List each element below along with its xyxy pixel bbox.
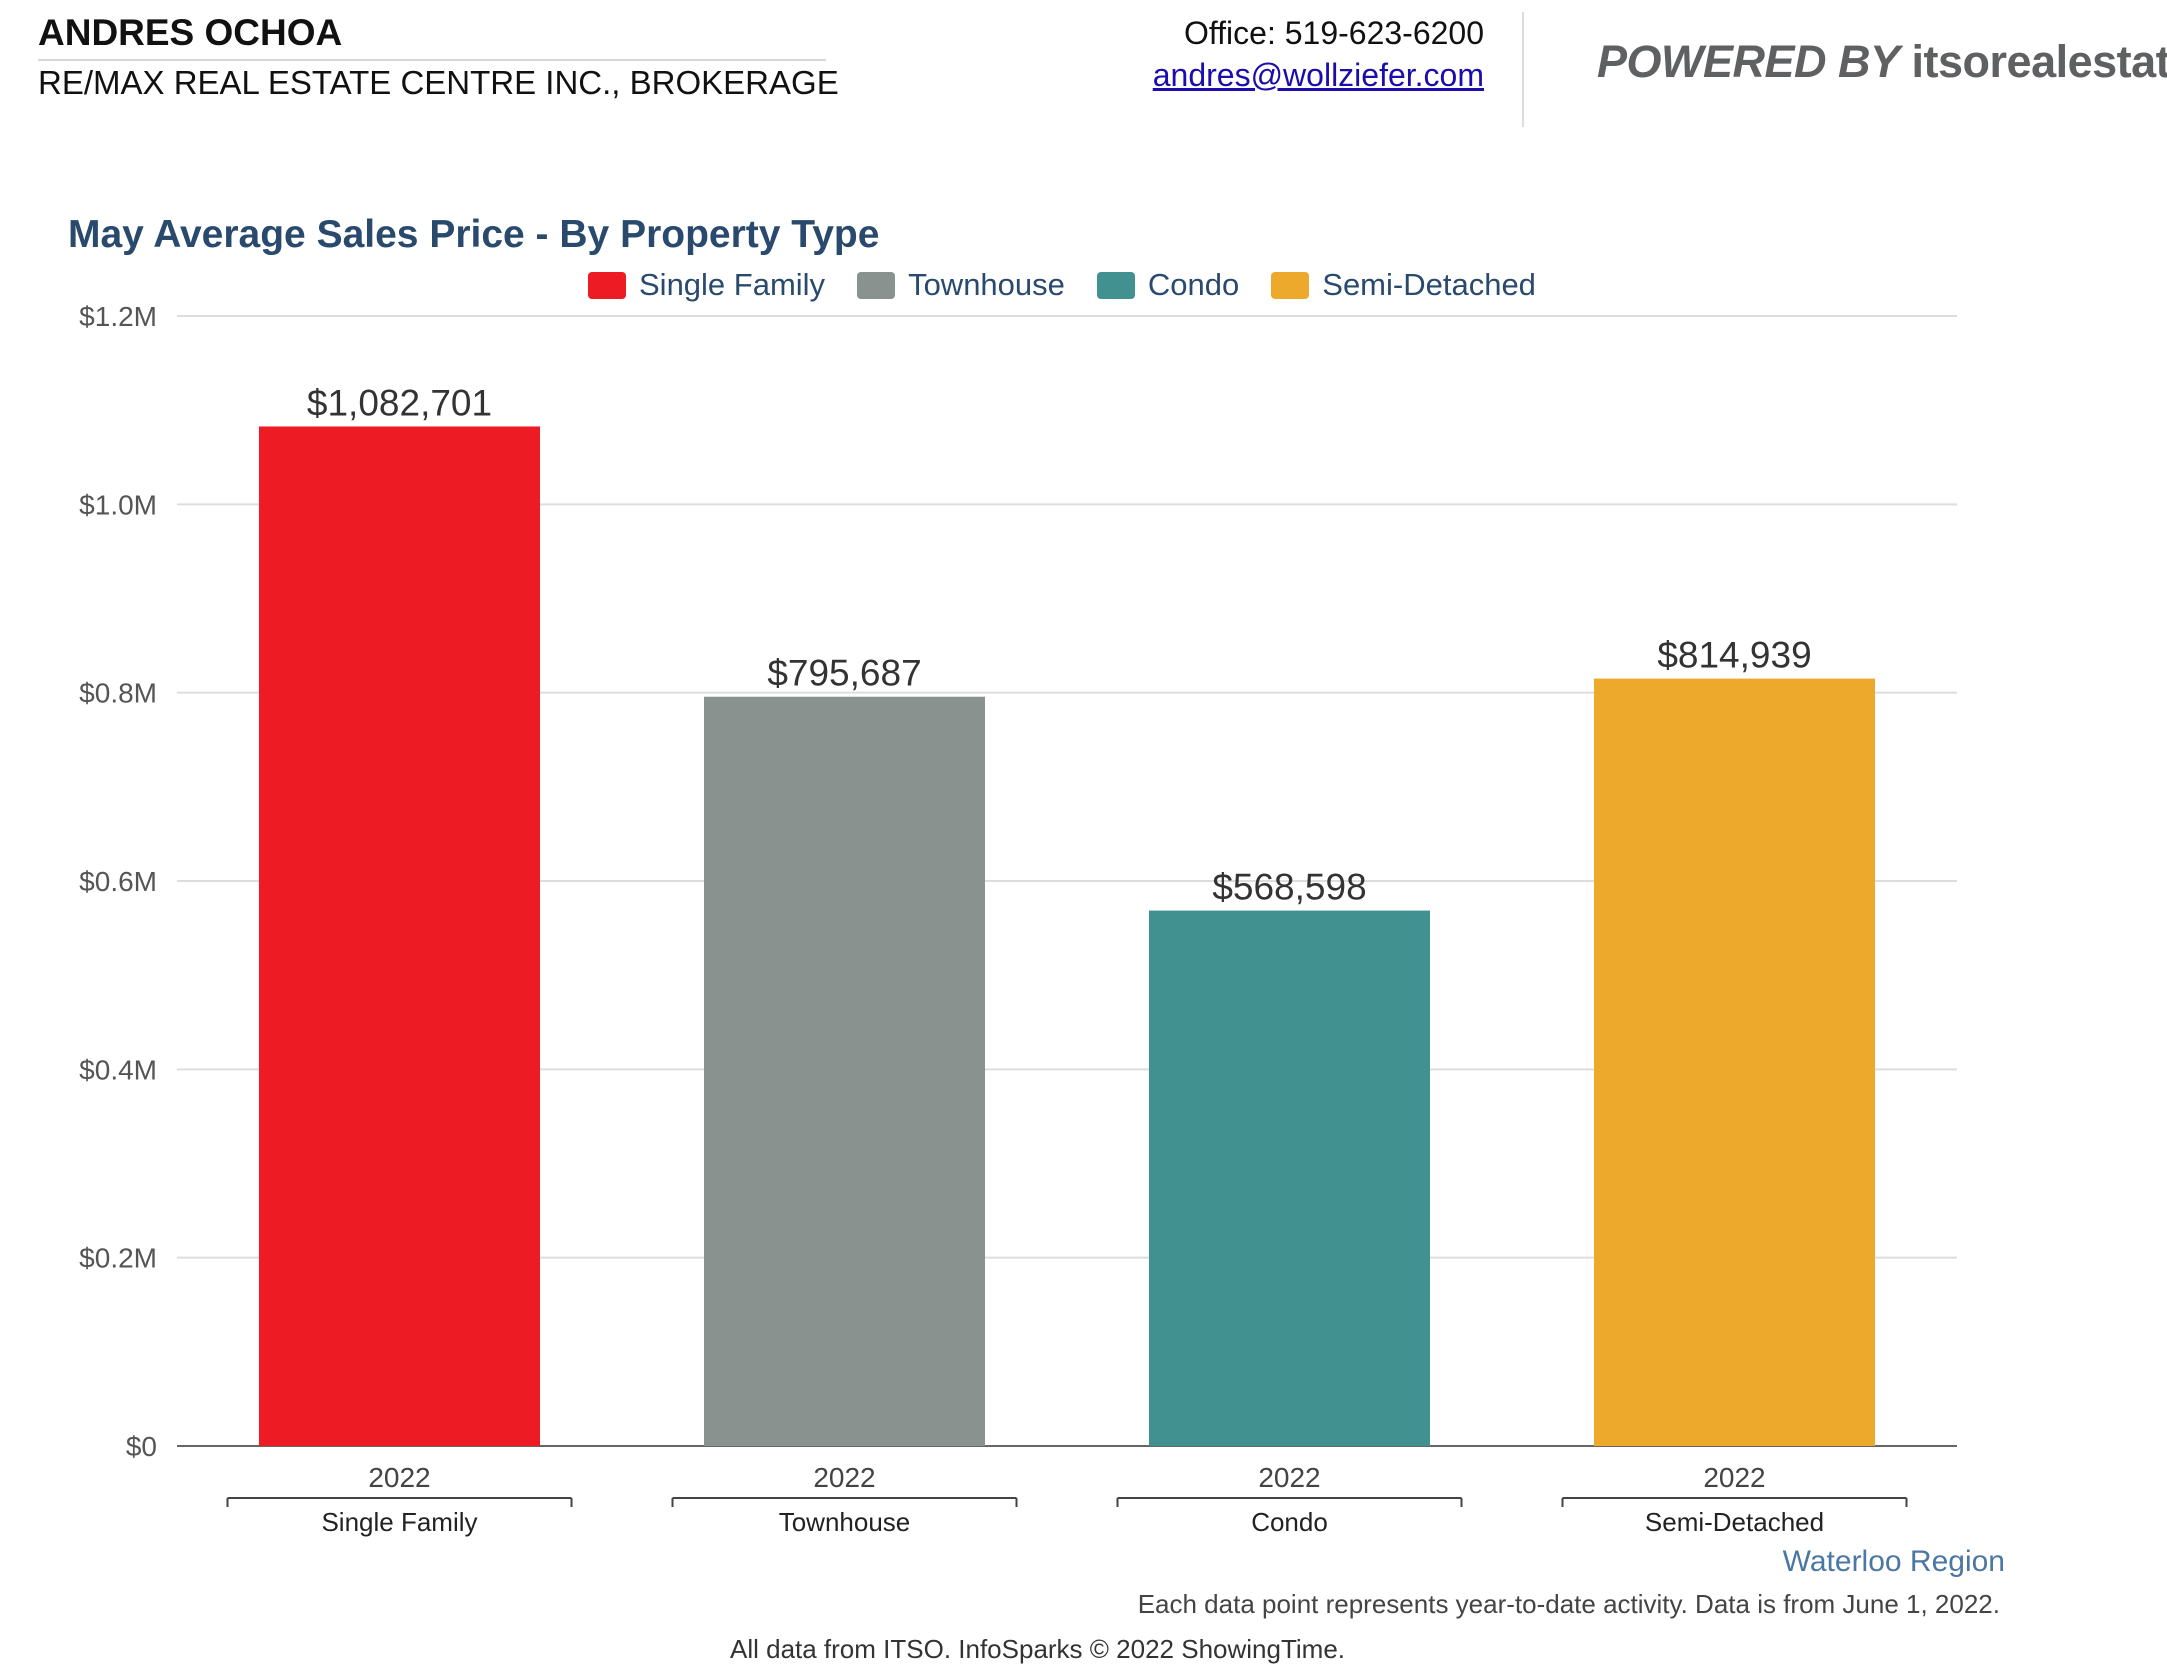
- bar: [259, 426, 540, 1447]
- legend-label: Single Family: [639, 267, 826, 302]
- group-label: Semi-Detached: [1645, 1507, 1824, 1537]
- x-tick-label: 2022: [1703, 1462, 1765, 1493]
- office-phone: Office: 519-623-6200: [1183, 15, 1484, 51]
- legend-item[interactable]: Semi-Detached: [1271, 267, 1536, 303]
- bar-value-label: $568,598: [1212, 867, 1366, 908]
- x-tick-label: 2022: [368, 1462, 430, 1493]
- group-bracket: [226, 1497, 573, 1507]
- group-label: Single Family: [321, 1507, 477, 1537]
- agent-name: ANDRES OCHOA: [38, 12, 343, 53]
- region-label[interactable]: Waterloo Region: [1782, 1545, 2005, 1578]
- group-bracket: [671, 1497, 1018, 1507]
- x-tick-label: 2022: [1258, 1462, 1320, 1493]
- email-link[interactable]: andres@wollziefer.com: [1152, 57, 1484, 93]
- y-tick-label: $0.8M: [79, 678, 157, 709]
- y-tick-label: $0: [126, 1431, 157, 1462]
- group-bracket: [1116, 1497, 1463, 1507]
- y-tick-label: $0.6M: [79, 866, 157, 897]
- legend-item[interactable]: Townhouse: [857, 267, 1065, 303]
- legend-item[interactable]: Condo: [1096, 267, 1240, 303]
- legend-swatch: [857, 271, 896, 299]
- y-tick-label: $1.0M: [79, 489, 157, 520]
- legend-swatch: [1271, 271, 1310, 299]
- y-tick-label: $0.4M: [79, 1054, 157, 1085]
- legend-swatch: [588, 271, 626, 299]
- data-note: Each data point represents year-to-date …: [1137, 1589, 2000, 1619]
- y-tick-label: $0.2M: [79, 1243, 157, 1274]
- bar-value-label: $814,939: [1657, 635, 1811, 676]
- bar: [1149, 910, 1430, 1446]
- legend-label: Townhouse: [908, 267, 1065, 302]
- name-divider: [38, 59, 826, 61]
- group-label: Condo: [1251, 1507, 1328, 1537]
- brokerage-name: RE/MAX REAL ESTATE CENTRE INC., BROKERAG…: [38, 64, 839, 101]
- legend-swatch: [1096, 271, 1135, 299]
- powered-by-logo: POWERED BY itsorealestate.c: [1597, 36, 2167, 88]
- group-label: Townhouse: [779, 1507, 911, 1537]
- x-tick-label: 2022: [813, 1462, 875, 1493]
- powered-by-label: POWERED BY: [1597, 36, 1900, 87]
- legend-label: Semi-Detached: [1322, 267, 1536, 302]
- legend-label: Condo: [1147, 267, 1240, 302]
- header-divider: [1522, 12, 1524, 127]
- chart-legend: Single Family Townhouse Condo Semi-Detached: [588, 266, 1568, 304]
- bar-value-label: $1,082,701: [307, 382, 492, 423]
- bar-value-label: $795,687: [767, 653, 921, 694]
- chart-title: May Average Sales Price - By Property Ty…: [68, 213, 880, 256]
- bar: [1594, 678, 1875, 1446]
- powered-by-site: itsorealestate.c: [1911, 36, 2167, 87]
- group-bracket: [1561, 1497, 1908, 1507]
- bar: [704, 696, 985, 1446]
- legend-item[interactable]: Single Family: [588, 267, 825, 303]
- y-tick-label: $1.2M: [79, 301, 157, 332]
- data-source: All data from ITSO. InfoSparks © 2022 Sh…: [729, 1634, 1345, 1664]
